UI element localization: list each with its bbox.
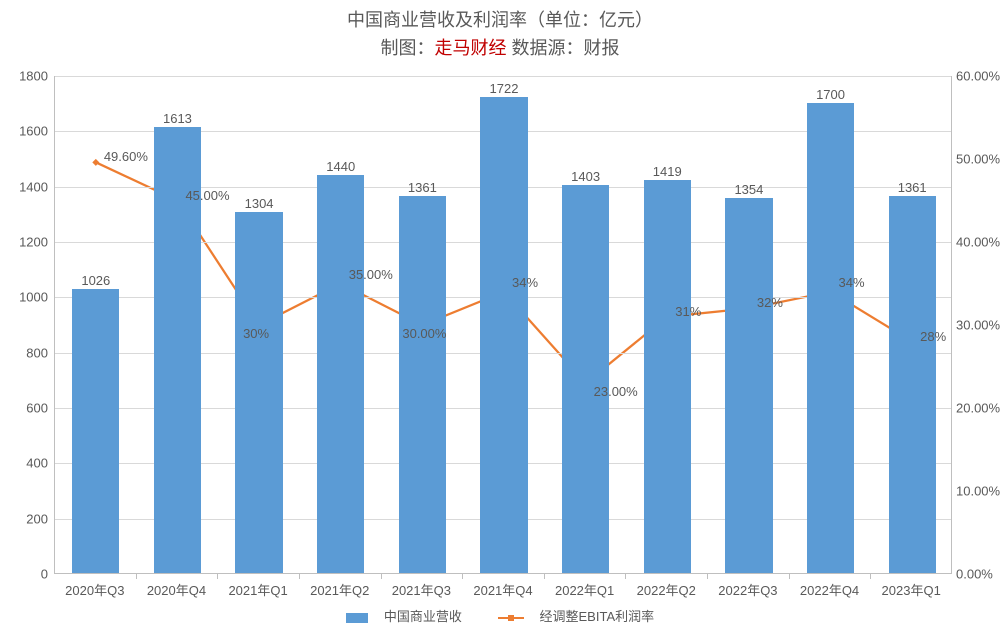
bar-value-label: 1354 <box>734 182 763 197</box>
y2-tick-label: 60.00% <box>956 69 1000 84</box>
y2-tick-label: 10.00% <box>956 484 1000 499</box>
y1-tick-label: 1400 <box>4 179 48 194</box>
x-tick-label: 2021年Q2 <box>310 580 369 599</box>
x-tick-label: 2022年Q2 <box>637 580 696 599</box>
x-tick-label: 2022年Q4 <box>800 580 859 599</box>
x-tick-label: 2020年Q3 <box>65 580 124 599</box>
y1-tick-label: 1800 <box>4 69 48 84</box>
y2-tick-label: 50.00% <box>956 152 1000 167</box>
x-tick <box>462 574 463 579</box>
subtitle-prefix: 制图： <box>380 38 434 58</box>
y1-tick-label: 200 <box>4 511 48 526</box>
legend-bar-swatch <box>346 613 368 623</box>
line-value-label: 32% <box>757 295 783 310</box>
bar <box>562 185 609 573</box>
y1-tick-label: 1000 <box>4 290 48 305</box>
x-tick-label: 2021年Q3 <box>392 580 451 599</box>
chart-title-block: 中国商业营收及利润率（单位：亿元） 制图：走马财经 数据源：财报 <box>0 0 1000 60</box>
line-value-label: 34% <box>839 275 865 290</box>
y2-tick-label: 40.00% <box>956 235 1000 250</box>
bar <box>235 212 282 573</box>
bar <box>317 175 364 573</box>
x-tick-label: 2023年Q1 <box>882 580 941 599</box>
legend: 中国商业营收 经调整EBITA利润率 <box>0 606 1000 625</box>
line-value-label: 31% <box>675 304 701 319</box>
bar-value-label: 1722 <box>490 81 519 96</box>
x-tick <box>299 574 300 579</box>
bar <box>889 196 936 573</box>
legend-line-label: 经调整EBITA利润率 <box>540 609 655 624</box>
bar-value-label: 1361 <box>898 180 927 195</box>
bar-value-label: 1440 <box>326 159 355 174</box>
x-tick <box>217 574 218 579</box>
y2-tick-label: 0.00% <box>956 567 993 582</box>
line-value-label: 49.60% <box>104 149 148 164</box>
line-value-label: 28% <box>920 329 946 344</box>
y1-tick-label: 1200 <box>4 235 48 250</box>
bar <box>725 198 772 573</box>
x-tick-label: 2021年Q4 <box>473 580 532 599</box>
y1-tick-label: 1600 <box>4 124 48 139</box>
x-tick <box>625 574 626 579</box>
line-value-label: 35.00% <box>349 267 393 282</box>
x-tick-label: 2020年Q4 <box>147 580 206 599</box>
line-value-label: 30.00% <box>402 326 446 341</box>
subtitle-suffix: 数据源：财报 <box>506 38 619 58</box>
bar <box>807 103 854 573</box>
bar-value-label: 1403 <box>571 169 600 184</box>
x-tick <box>789 574 790 579</box>
line-value-label: 34% <box>512 275 538 290</box>
chart-subtitle: 制图：走马财经 数据源：财报 <box>0 34 1000 60</box>
line-value-label: 30% <box>243 326 269 341</box>
x-tick <box>544 574 545 579</box>
bar <box>399 196 446 573</box>
legend-bar: 中国商业营收 <box>338 609 470 624</box>
bar-value-label: 1613 <box>163 111 192 126</box>
bar <box>644 180 691 573</box>
gridline <box>55 76 951 77</box>
plot-area: 1026 49.60% 1613 45.00% 1304 30% 1440 35.00% 136… <box>54 76 952 574</box>
x-tick <box>707 574 708 579</box>
line-marker <box>92 159 99 166</box>
x-tick <box>381 574 382 579</box>
legend-line-swatch <box>498 613 524 623</box>
chart-title: 中国商业营收及利润率（单位：亿元） <box>0 6 1000 32</box>
x-tick-label: 2022年Q3 <box>718 580 777 599</box>
y1-tick-label: 800 <box>4 345 48 360</box>
bar-value-label: 1361 <box>408 180 437 195</box>
y2-tick-label: 20.00% <box>956 401 1000 416</box>
x-tick-label: 2022年Q1 <box>555 580 614 599</box>
line-value-label: 23.00% <box>594 384 638 399</box>
y1-tick-label: 0 <box>4 567 48 582</box>
x-tick <box>870 574 871 579</box>
y1-tick-label: 400 <box>4 456 48 471</box>
subtitle-author: 走马财经 <box>434 38 506 58</box>
x-tick-label: 2021年Q1 <box>228 580 287 599</box>
line-value-label: 45.00% <box>185 188 229 203</box>
bar-value-label: 1304 <box>245 196 274 211</box>
bar-value-label: 1700 <box>816 87 845 102</box>
legend-bar-label: 中国商业营收 <box>384 609 462 624</box>
bar <box>72 289 119 573</box>
legend-line: 经调整EBITA利润率 <box>490 609 663 624</box>
bar-value-label: 1419 <box>653 164 682 179</box>
bar <box>480 97 527 573</box>
x-tick <box>136 574 137 579</box>
y1-tick-label: 600 <box>4 401 48 416</box>
bar-value-label: 1026 <box>81 273 110 288</box>
y2-tick-label: 30.00% <box>956 318 1000 333</box>
